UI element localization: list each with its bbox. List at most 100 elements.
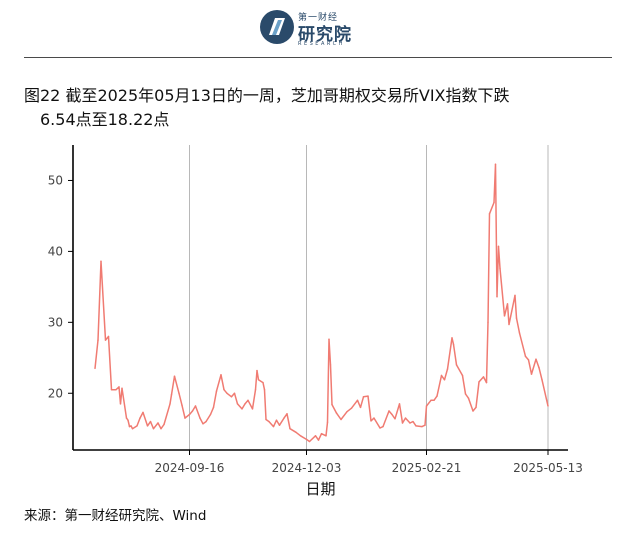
y-axis-ticks: 20 30 40 50	[48, 173, 73, 400]
data-point-2024-08-02	[121, 388, 122, 389]
data-point-2024-11-13	[276, 420, 277, 421]
data-point-2024-11-08	[268, 421, 269, 422]
data-point-2024-10-30	[255, 389, 256, 390]
data-point-2024-10-16	[234, 393, 235, 394]
data-point-2024-07-15	[94, 368, 95, 369]
data-point-2025-01-02	[351, 408, 352, 409]
data-point-2025-04-04	[489, 213, 490, 214]
data-point-2025-05-09	[541, 379, 542, 380]
y-tick-label: 40	[48, 244, 63, 258]
data-point-2025-01-10	[363, 396, 364, 397]
data-point-2025-04-07	[493, 202, 494, 203]
data-point-2024-08-08	[130, 425, 131, 426]
data-point-2024-11-06	[265, 419, 266, 420]
data-point-2025-01-06	[357, 400, 358, 401]
data-point-2025-03-05	[444, 379, 445, 380]
data-point-2025-01-27	[388, 410, 389, 411]
report-header: 第一财经 研究院 RESEARCH	[0, 0, 640, 58]
data-point-2025-04-17	[508, 324, 509, 325]
data-point-2024-09-18	[192, 410, 193, 411]
data-point-2024-12-17	[327, 422, 328, 423]
data-point-2024-12-23	[336, 412, 337, 413]
data-point-2024-08-12	[136, 425, 137, 426]
data-point-2024-12-20	[331, 404, 332, 405]
data-point-2024-08-21	[150, 421, 151, 422]
logo-mark-icon	[258, 8, 296, 46]
data-point-2024-08-28	[160, 428, 161, 429]
data-point-2025-04-21	[514, 295, 515, 296]
data-point-2025-01-29	[391, 414, 392, 415]
data-point-2024-08-07	[129, 426, 130, 427]
data-point-2025-02-21	[426, 405, 427, 406]
data-point-2025-03-17	[462, 375, 463, 376]
data-point-2024-09-25	[202, 423, 203, 424]
data-point-2024-07-29	[115, 389, 116, 390]
data-point-2025-04-02	[486, 382, 487, 383]
data-point-2024-09-11	[181, 405, 182, 406]
data-point-2024-10-21	[241, 408, 242, 409]
x-axis-ticks: 2024-09-16 2024-12-03 2025-02-21 2025-05-13	[155, 450, 583, 475]
data-point-2025-04-30	[528, 359, 529, 360]
data-point-2025-04-14	[504, 315, 505, 316]
data-point-2024-12-05	[309, 441, 310, 442]
data-point-2024-08-01	[120, 403, 121, 404]
data-point-2025-04-24	[519, 332, 520, 333]
data-point-2025-01-21	[379, 427, 380, 428]
x-tick-label: 2024-12-03	[272, 461, 342, 475]
data-point-2024-09-16	[189, 414, 190, 415]
x-axis-label: 日期	[305, 480, 335, 498]
data-point-2024-09-27	[205, 421, 206, 422]
figure-title-line1: 图22 截至2025年05月13日的一周，芝加哥期权交易所VIX指数下跌	[24, 86, 510, 105]
data-point-2025-04-22	[516, 317, 517, 318]
data-point-2025-04-09	[496, 296, 497, 297]
y-tick-label: 20	[48, 386, 63, 400]
data-point-2024-08-30	[163, 424, 164, 425]
data-point-2024-08-23	[153, 428, 154, 429]
data-point-2024-12-09	[315, 435, 316, 436]
data-point-2024-10-18	[237, 403, 238, 404]
header-divider	[24, 57, 612, 58]
data-point-2024-08-16	[142, 412, 143, 413]
data-point-2024-07-24	[108, 336, 109, 337]
data-point-2024-12-18	[328, 339, 329, 340]
data-point-2025-02-20	[424, 425, 425, 426]
data-point-2024-09-04	[171, 394, 172, 395]
data-point-2024-10-25	[247, 400, 248, 401]
data-point-2024-08-26	[157, 422, 158, 423]
data-point-2024-07-26	[111, 389, 112, 390]
data-point-2024-11-05	[264, 389, 265, 390]
data-point-2024-11-01	[258, 379, 259, 380]
data-point-2025-03-31	[483, 376, 484, 377]
data-point-2024-12-16	[325, 435, 326, 436]
data-point-2025-02-24	[430, 400, 431, 401]
data-point-2024-11-22	[289, 428, 290, 429]
series-line-vix	[95, 164, 548, 441]
data-point-2025-03-26	[475, 407, 476, 408]
data-point-2024-09-06	[174, 376, 175, 377]
brand-logo: 第一财经 研究院 RESEARCH	[258, 6, 388, 50]
data-point-2025-05-02	[531, 373, 532, 374]
data-point-2024-10-09	[223, 389, 224, 390]
data-point-2025-03-28	[478, 381, 479, 382]
data-point-2024-11-15	[279, 425, 280, 426]
x-tick-label: 2025-05-13	[513, 461, 583, 475]
data-point-2025-04-11	[499, 268, 500, 269]
data-point-2025-05-13	[547, 405, 548, 406]
data-point-2024-11-20	[286, 413, 287, 414]
data-point-2024-09-13	[184, 417, 185, 418]
data-point-2024-08-06	[127, 420, 128, 421]
data-point-2024-07-17	[97, 339, 98, 340]
data-point-2025-01-23	[382, 426, 383, 427]
data-point-2024-09-30	[210, 414, 211, 415]
data-point-2025-02-28	[436, 395, 437, 396]
data-point-2025-03-11	[453, 344, 454, 345]
data-point-2024-11-29	[300, 435, 301, 436]
data-point-2025-03-21	[468, 398, 469, 399]
data-point-2024-10-31	[256, 370, 257, 371]
data-point-2024-12-13	[321, 433, 322, 434]
x-tick-label: 2024-09-16	[155, 461, 225, 475]
series-points	[94, 164, 548, 443]
x-tick-label: 2025-02-21	[392, 461, 462, 475]
data-point-2025-05-07	[538, 367, 539, 368]
